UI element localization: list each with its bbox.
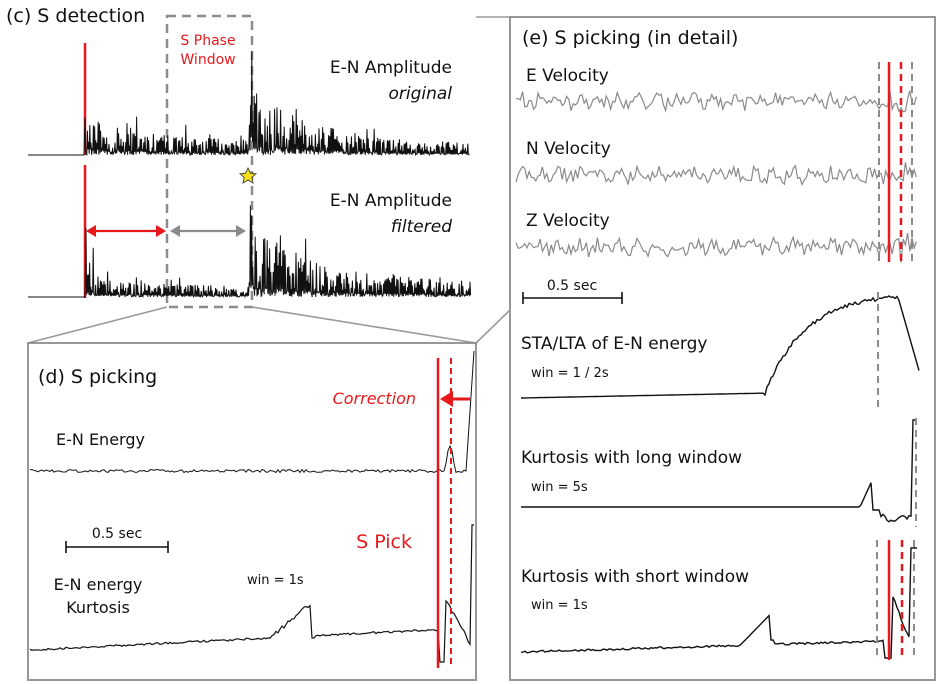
stalta-win: win = 1 / 2s [531, 366, 609, 381]
n-velocity-label: N Velocity [526, 139, 611, 159]
correction-label: Correction [333, 389, 416, 408]
panel-c: (c) S detection S Phase Window E-N Ampli… [6, 5, 511, 344]
kurtosis-label-2: Kurtosis [66, 598, 130, 617]
trace1-label: E-N Amplitude [330, 58, 452, 78]
panel-d-frame [27, 342, 477, 681]
kurtosis-label-1: E-N energy [54, 575, 143, 594]
e-velocity-label: E Velocity [526, 66, 609, 86]
kurt-short-label: Kurtosis with short window [521, 567, 749, 587]
win-label-d: win = 1s [247, 573, 304, 588]
s-pick-label: S Pick [356, 531, 412, 553]
scale-bar-e [522, 292, 623, 304]
s-phase-window-box [165, 14, 254, 309]
e-velocity-trace [515, 90, 917, 113]
gray-double-arrow [170, 225, 246, 237]
stalta-trace [521, 295, 920, 399]
stalta-label: STA/LTA of E-N energy [521, 334, 707, 354]
en-energy-trace [30, 350, 475, 474]
correction-arrow [440, 391, 470, 407]
zoom-connector-bottom [475, 309, 511, 344]
panel-e-title: (e) S picking (in detail) [522, 27, 738, 49]
trace2-sub: filtered [391, 217, 452, 237]
z-velocity-label: Z Velocity [526, 211, 610, 231]
panel-d: (d) S picking Correction E-N Energy 0.5 … [27, 342, 477, 681]
panel-d-title: (d) S picking [38, 366, 157, 388]
zoom-connector-left [27, 306, 168, 344]
kurt-short-win: win = 1s [531, 598, 588, 613]
z-velocity-trace [515, 232, 917, 263]
trace1-sub: original [388, 84, 452, 104]
en-amplitude-filtered-trace [28, 205, 472, 299]
panel-e-frame [509, 16, 936, 681]
s-phase-window-label-1: S Phase [180, 33, 235, 49]
en-amplitude-original-trace [28, 51, 470, 157]
s-phase-window-label-2: Window [180, 52, 235, 68]
panel-e: (e) S picking (in detail) E Velocity N V… [509, 16, 936, 681]
scale-label-d: 0.5 sec [92, 526, 142, 542]
scale-label-e: 0.5 sec [547, 278, 597, 294]
zoom-connector-right [251, 306, 477, 344]
en-energy-label: E-N Energy [56, 430, 145, 449]
kurtosis-short-trace [520, 547, 917, 659]
scale-bar-d [65, 541, 169, 553]
kurt-long-label: Kurtosis with long window [521, 448, 742, 468]
panel-c-title: (c) S detection [6, 5, 145, 27]
kurt-long-win: win = 5s [531, 480, 588, 495]
trace2-label: E-N Amplitude [330, 191, 452, 211]
red-double-arrow [86, 225, 166, 237]
kurtosis-long-trace [521, 419, 917, 523]
en-energy-kurtosis-trace [29, 524, 474, 663]
star-icon [239, 167, 257, 184]
n-velocity-trace [515, 162, 917, 187]
